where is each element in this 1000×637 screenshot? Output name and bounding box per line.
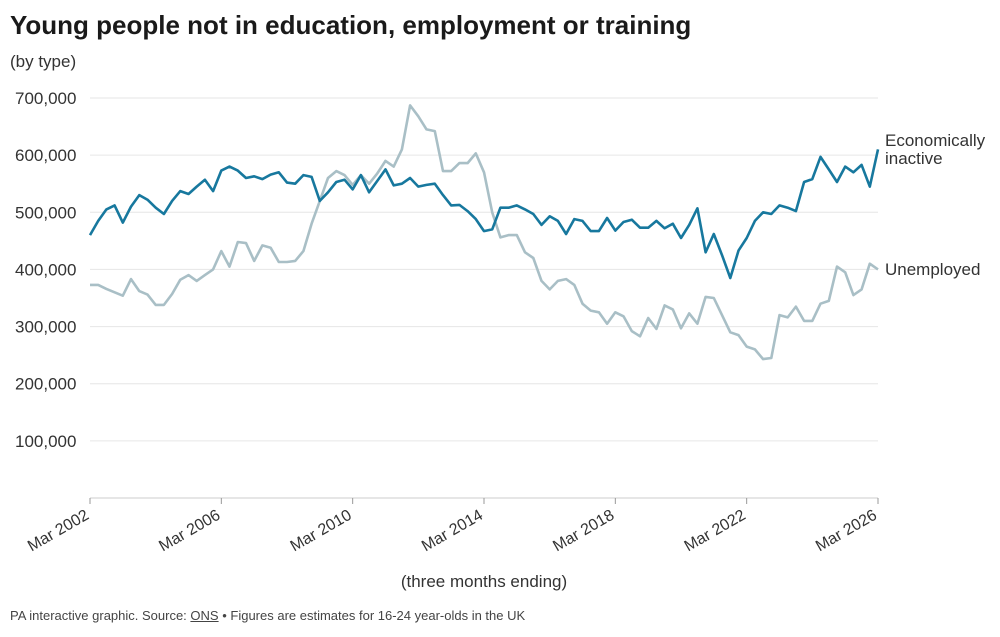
- y-tick-label: 400,000: [15, 260, 76, 279]
- y-tick-label: 500,000: [15, 203, 76, 222]
- x-tick-label: Mar 2014: [419, 507, 486, 556]
- chart-title: Young people not in education, employmen…: [10, 10, 692, 40]
- chart-subtitle: (by type): [10, 52, 77, 71]
- x-tick-label: Mar 2022: [682, 507, 749, 556]
- y-tick-label: 200,000: [15, 375, 76, 394]
- y-tick-label: 700,000: [15, 89, 76, 108]
- x-tick-label: Mar 2002: [25, 507, 92, 556]
- x-tick-label: Mar 2018: [550, 507, 617, 556]
- y-tick-label: 300,000: [15, 318, 76, 337]
- x-axis-label: (three months ending): [401, 572, 567, 591]
- x-tick-label: Mar 2006: [156, 507, 223, 556]
- series-line: [88, 149, 880, 280]
- source-note: • Figures are estimates for 16-24 year-o…: [222, 608, 526, 623]
- source-prefix: PA interactive graphic. Source:: [10, 608, 187, 623]
- source-link[interactable]: ONS: [190, 608, 219, 623]
- x-tick-label: Mar 2010: [288, 507, 355, 556]
- x-tick-label: Mar 2026: [813, 507, 880, 556]
- series-line: [90, 104, 879, 361]
- y-tick-label: 600,000: [15, 146, 76, 165]
- y-tick-label: 100,000: [15, 432, 76, 451]
- series-label: Economically inactive: [885, 131, 986, 168]
- series-label: Unemployed: [885, 260, 981, 279]
- footer: PA interactive graphic. Source: ONS • Fi…: [10, 608, 525, 623]
